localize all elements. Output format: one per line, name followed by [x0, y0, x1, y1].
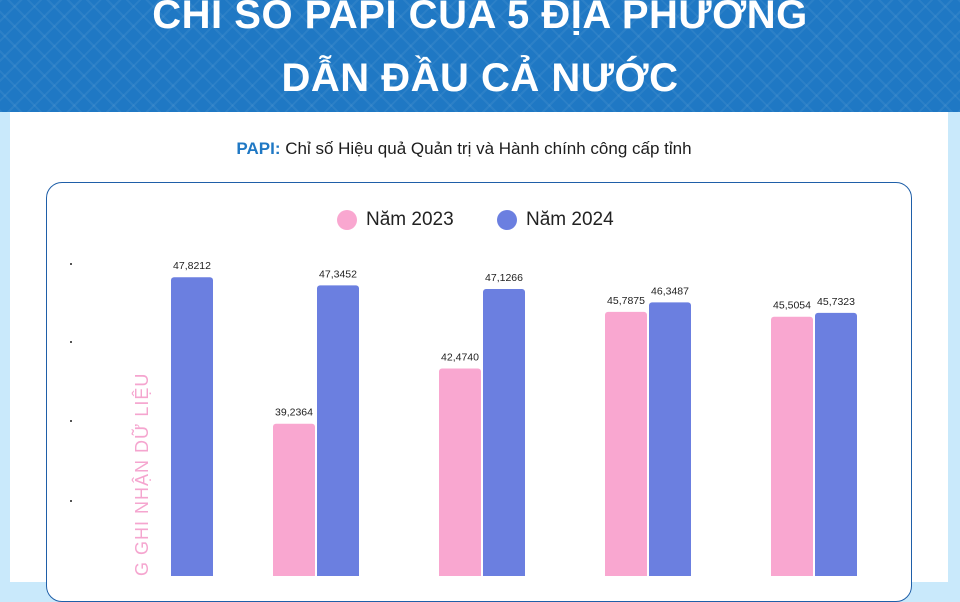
data-label-2023-group-4: 45,7875 [607, 295, 645, 307]
axis-tick [70, 341, 72, 343]
data-label-2024-group-4: 46,3487 [651, 285, 689, 297]
bar-2024-group-3 [483, 289, 525, 576]
data-label-2024-group-1: 47,8212 [173, 260, 211, 272]
chart-legend: Năm 2023 Năm 2024 [0, 209, 960, 235]
data-label-2024-group-5: 45,7323 [817, 296, 855, 308]
axis-tick [70, 420, 72, 422]
data-label-2023-group-3: 42,4740 [441, 351, 479, 363]
subtitle-key: PAPI: [236, 139, 281, 158]
data-label-2023-group-5: 45,5054 [773, 300, 811, 312]
header-banner: CHỈ SỐ PAPI CỦA 5 ĐỊA PHƯƠNG DẪN ĐẦU CẢ … [0, 0, 960, 112]
legend-item-2023: Năm 2023 [337, 209, 454, 231]
data-label-2023-group-2: 39,2364 [275, 407, 313, 419]
legend-label-2023: Năm 2023 [366, 209, 454, 230]
bar-2023-group-4 [605, 311, 647, 576]
data-label-2024-group-2: 47,3452 [319, 268, 357, 280]
axis-tick [70, 500, 72, 502]
subtitle: PAPI: Chỉ số Hiệu quả Quản trị và Hành c… [0, 139, 928, 159]
bar-2024-group-1 [171, 277, 213, 576]
legend-item-2024: Năm 2024 [497, 209, 614, 231]
title-line-1: CHỈ SỐ PAPI CỦA 5 ĐỊA PHƯƠNG [152, 0, 808, 37]
title-line-2: DẪN ĐẦU CẢ NƯỚC [281, 56, 679, 100]
bar-2024-group-5 [815, 312, 857, 576]
bar-2023-group-2 [273, 423, 315, 576]
axis-tick [70, 263, 72, 265]
legend-swatch-2024 [497, 210, 517, 230]
subtitle-text: Chỉ số Hiệu quả Quản trị và Hành chính c… [280, 139, 692, 158]
legend-label-2024: Năm 2024 [526, 209, 614, 230]
legend-swatch-2023 [337, 210, 357, 230]
bar-2024-group-4 [649, 302, 691, 576]
bar-2023-group-3 [439, 368, 481, 576]
bar-2023-group-5 [771, 316, 813, 576]
bar-2024-group-2 [317, 285, 359, 576]
data-label-2024-group-3: 47,1266 [485, 272, 523, 284]
bar-chart: 39,2364 42,4740 45,7875 45,5054 47,8212 47,34… [70, 260, 857, 576]
